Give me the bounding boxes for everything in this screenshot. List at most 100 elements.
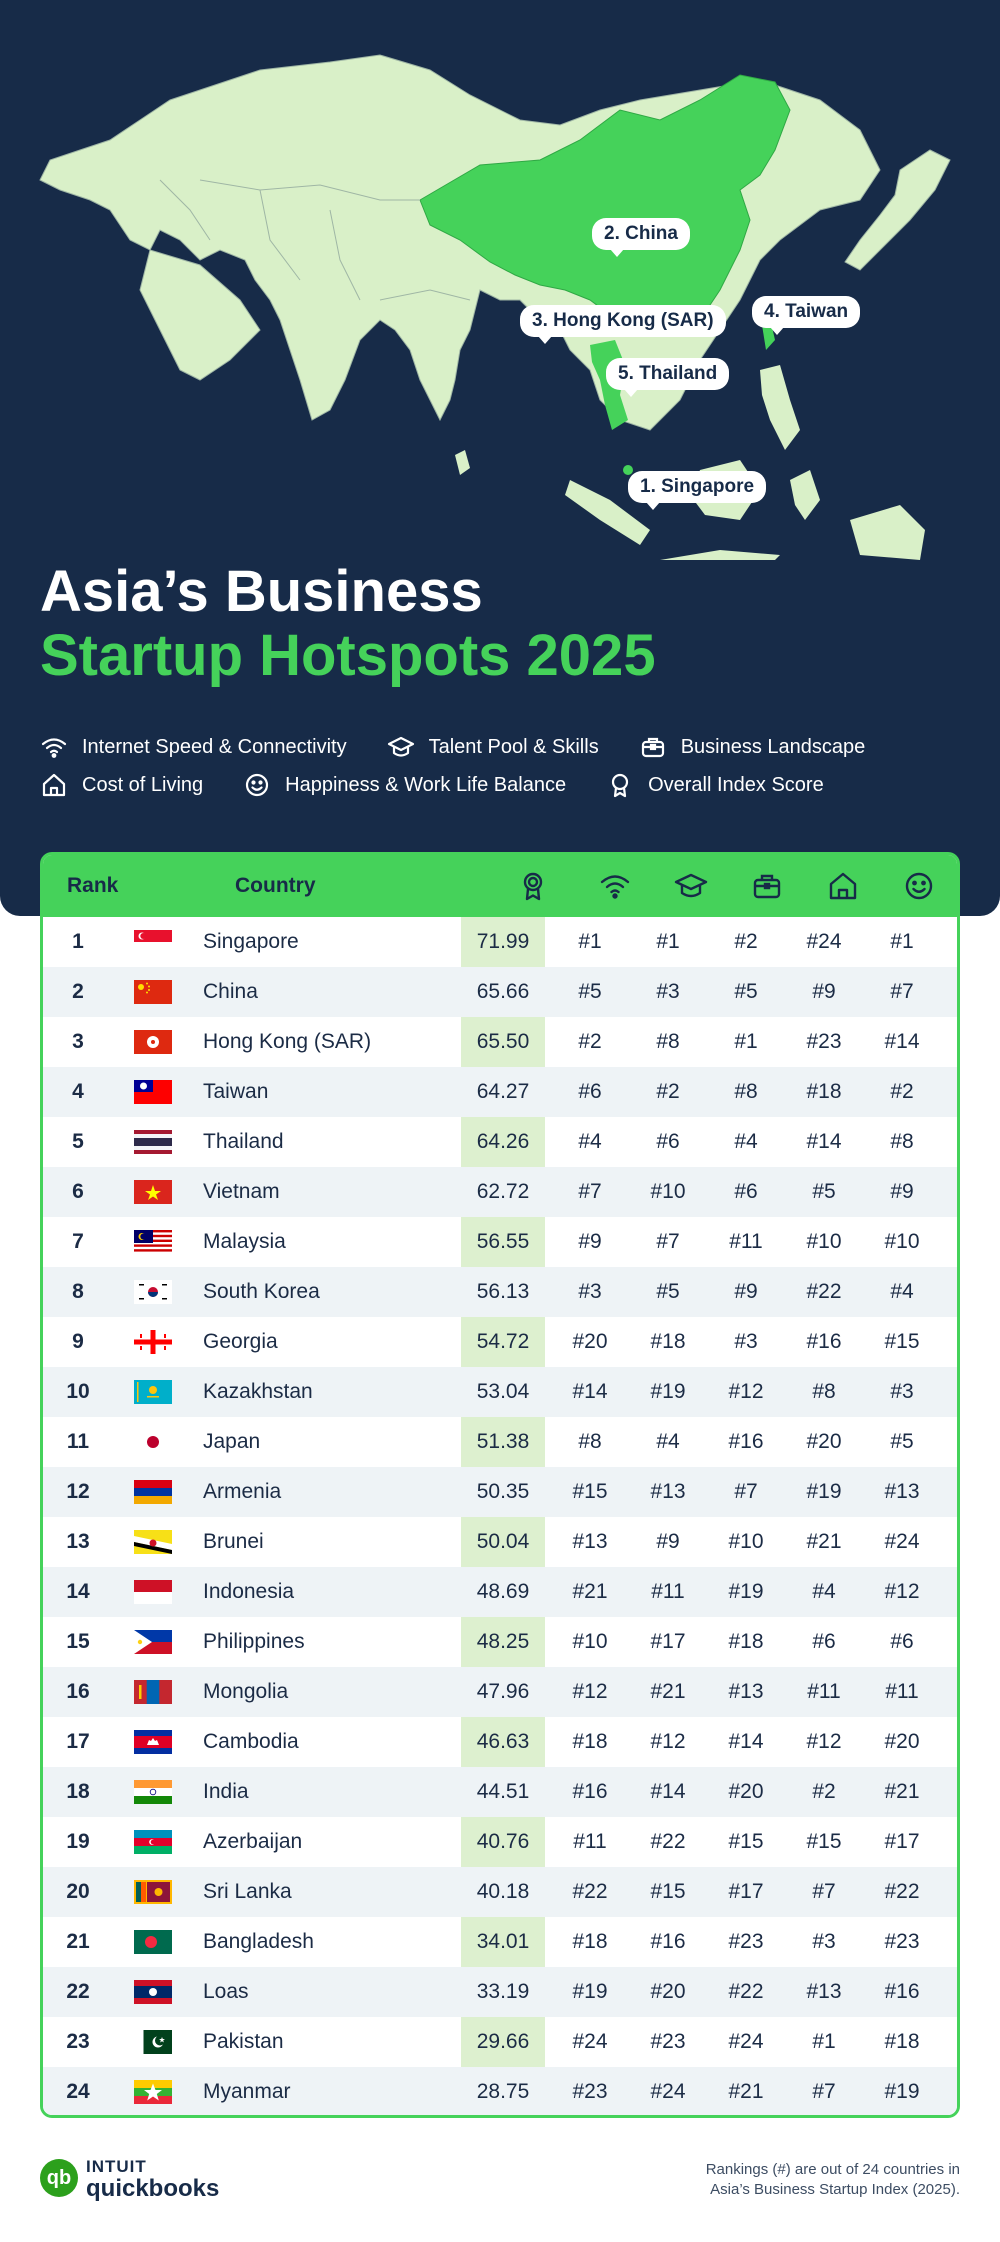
wifi-icon [601,875,630,899]
row-country: Philippines [203,1630,305,1653]
row-country: Indonesia [203,1580,295,1603]
row-rank: 23 [66,2030,90,2053]
legend-cost-label: Cost of Living [82,773,204,796]
flag-bangladesh-icon [134,1930,172,1954]
row-cost-rank: #3 [812,1930,836,1953]
flag-china-icon [134,980,172,1004]
row-happiness-rank: #17 [884,1830,920,1853]
row-overall-score: 65.66 [476,980,530,1003]
map-china [419,74,791,331]
flag-pakistan-icon [134,2030,172,2054]
map-label-taiwan: 4. Taiwan [752,296,861,335]
row-overall-score: 33.19 [476,1980,530,2003]
row-business-rank: #2 [734,930,758,953]
row-happiness-rank: #1 [890,930,914,953]
row-cost-rank: #13 [806,1980,842,2003]
header-happiness [881,869,957,903]
row-happiness-rank: #9 [890,1180,914,1203]
row-country: South Korea [203,1280,320,1303]
row-rank: 8 [72,1280,84,1303]
row-internet-rank: #2 [578,1030,602,1053]
row-overall-score: 50.04 [476,1530,530,1553]
row-flag [113,2080,193,2104]
header-rank: Rank [67,874,119,897]
row-internet-rank: #13 [572,1530,608,1553]
row-cost-rank: #18 [806,1080,842,1103]
row-country: Brunei [203,1530,264,1553]
flag-india-icon [134,1780,172,1804]
table-row: 22 Loas 33.19 #19 #20 #22 #13 #16 [43,1967,957,2017]
row-overall-score: 40.76 [476,1830,530,1853]
table-row: 5 Thailand 64.26 #4 #6 #4 #14 #8 [43,1117,957,1167]
map-singapore [623,465,633,475]
row-business-rank: #13 [728,1680,764,1703]
table-row: 6 Vietnam 62.72 #7 #10 #6 #5 #9 [43,1167,957,1217]
row-talent-rank: #19 [650,1380,686,1403]
row-business-rank: #12 [728,1380,764,1403]
map-sulawesi [790,470,820,520]
row-country: Thailand [203,1130,284,1153]
row-country: Cambodia [203,1730,299,1753]
row-flag [113,1830,193,1854]
row-business-rank: #18 [728,1630,764,1653]
row-country: Georgia [203,1330,278,1353]
row-internet-rank: #3 [578,1280,602,1303]
row-business-rank: #21 [728,2080,764,2103]
row-overall-score: 53.04 [476,1380,530,1403]
row-talent-rank: #18 [650,1330,686,1353]
row-country: Sri Lanka [203,1880,292,1903]
row-cost-rank: #21 [806,1530,842,1553]
row-overall-score: 64.26 [476,1130,530,1153]
row-flag [113,1780,193,1804]
row-internet-rank: #1 [578,930,602,953]
row-overall-score: 47.96 [476,1680,530,1703]
row-country: Kazakhstan [203,1380,313,1403]
table-row: 12 Armenia 50.35 #15 #13 #7 #19 #13 [43,1467,957,1517]
smile-icon [905,872,933,900]
row-talent-rank: #10 [650,1180,686,1203]
title-line-1: Asia’s Business [40,559,483,624]
row-rank: 1 [72,930,84,953]
row-internet-rank: #14 [572,1380,608,1403]
legend-talent: Talent Pool & Skills [387,733,599,761]
row-cost-rank: #11 [807,1680,841,1703]
row-rank: 13 [66,1530,90,1553]
row-flag [113,1980,193,2004]
row-overall-score: 29.66 [476,2030,530,2053]
legend-internet: Internet Speed & Connectivity [40,733,347,761]
row-cost-rank: #5 [812,1180,836,1203]
row-overall-score: 54.72 [476,1330,530,1353]
flag-cambodia-icon [134,1730,172,1754]
row-overall-score: 56.13 [476,1280,530,1303]
ranking-table: Rank Country 1 Singapore 71.99 #1 #1 #2 #24 #1 2… [40,852,960,2118]
map-japan [844,149,951,271]
row-cost-rank: #24 [806,930,842,953]
row-happiness-rank: #18 [884,2030,920,2053]
row-business-rank: #8 [734,1080,758,1103]
row-talent-rank: #22 [650,1830,686,1853]
row-flag [113,980,193,1004]
map-philippines [760,365,800,450]
row-happiness-rank: #20 [884,1730,920,1753]
table-header: Rank Country [43,855,957,917]
footnote-line-1: Rankings (#) are out of 24 countries in [705,2161,960,2178]
row-cost-rank: #8 [812,1380,836,1403]
title-line-2: Startup Hotspots 2025 [40,623,656,688]
row-country: Taiwan [203,1080,269,1103]
row-happiness-rank: #11 [885,1680,919,1703]
row-flag [113,1530,193,1554]
row-overall-score: 50.35 [476,1480,530,1503]
award-icon [523,872,542,901]
flag-armenia-icon [134,1480,172,1504]
row-flag [113,1680,193,1704]
footer: qb INTUIT quickbooks Rankings (#) are ou… [40,2150,960,2220]
map-sumatra [565,480,650,545]
row-happiness-rank: #21 [884,1780,920,1803]
row-cost-rank: #14 [806,1130,842,1153]
flag-mongolia-icon [134,1680,172,1704]
row-talent-rank: #11 [651,1580,685,1603]
map-label-thailand: 5. Thailand [606,358,730,397]
row-talent-rank: #17 [650,1630,686,1653]
row-happiness-rank: #14 [884,1030,920,1053]
row-overall-score: 48.69 [476,1580,530,1603]
